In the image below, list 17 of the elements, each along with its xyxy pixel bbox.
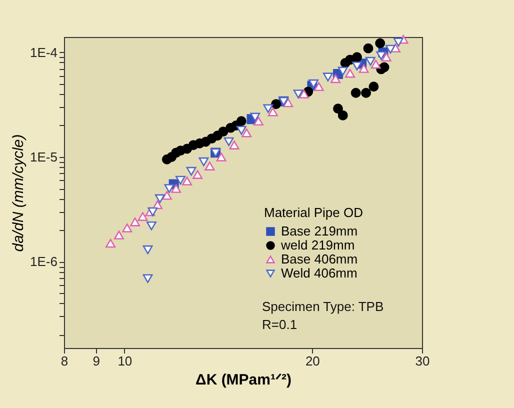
annotation: R=0.1 bbox=[262, 317, 298, 332]
x-axis-title: ΔK (MPam¹ᐟ²) bbox=[196, 372, 292, 388]
legend-label: Base 406mm bbox=[281, 252, 358, 266]
legend-label: Base 219mm bbox=[281, 224, 358, 238]
legend-label: weld 219mm bbox=[280, 238, 355, 252]
x-tick-label: 10 bbox=[118, 354, 132, 368]
legend-title: Material Pipe OD bbox=[264, 205, 363, 220]
x-tick-label: 8 bbox=[60, 354, 68, 368]
y-tick-label: 1E-4 bbox=[30, 44, 58, 60]
x-tick-label: 20 bbox=[305, 354, 320, 368]
x-tick-label: 30 bbox=[415, 354, 430, 368]
y-tick-label: 1E-5 bbox=[30, 150, 58, 165]
y-tick-label: 1E-6 bbox=[30, 254, 58, 270]
annotation: Specimen Type: TPB bbox=[262, 299, 384, 314]
x-tick-label: 9 bbox=[92, 354, 100, 368]
y-axis-title: da/dN (mm/cycle) bbox=[10, 134, 28, 252]
legend-label: Weld 406mm bbox=[281, 266, 358, 280]
